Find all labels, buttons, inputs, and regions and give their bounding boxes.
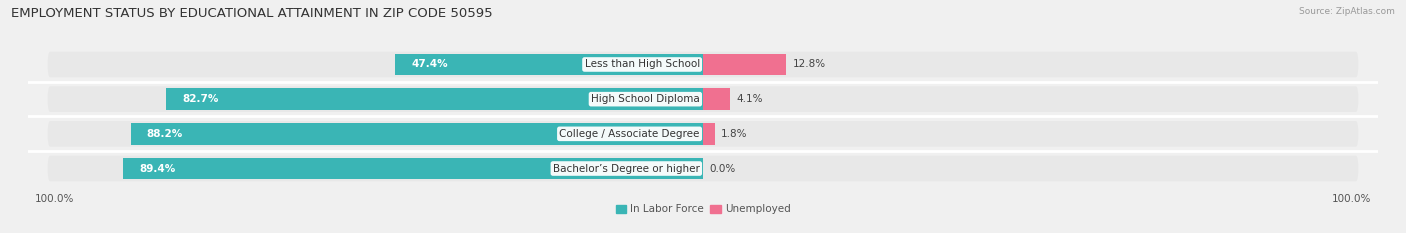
Bar [131,123,703,145]
Text: 4.1%: 4.1% [737,94,762,104]
Text: High School Diploma: High School Diploma [591,94,700,104]
Text: College / Associate Degree: College / Associate Degree [560,129,700,139]
Text: 12.8%: 12.8% [793,59,825,69]
FancyBboxPatch shape [48,52,1358,77]
Text: EMPLOYMENT STATUS BY EDUCATIONAL ATTAINMENT IN ZIP CODE 50595: EMPLOYMENT STATUS BY EDUCATIONAL ATTAINM… [11,7,494,20]
Text: Less than High School: Less than High School [585,59,700,69]
Bar [703,54,786,75]
Text: 89.4%: 89.4% [139,164,176,174]
Text: Bachelor’s Degree or higher: Bachelor’s Degree or higher [553,164,700,174]
Legend: In Labor Force, Unemployed: In Labor Force, Unemployed [612,200,794,219]
Bar [395,54,703,75]
Text: 82.7%: 82.7% [183,94,219,104]
FancyBboxPatch shape [48,156,1358,181]
Bar [703,88,730,110]
Text: 1.8%: 1.8% [721,129,748,139]
Text: Source: ZipAtlas.com: Source: ZipAtlas.com [1299,7,1395,16]
Text: 88.2%: 88.2% [146,129,183,139]
Bar [122,158,703,179]
Text: 0.0%: 0.0% [710,164,735,174]
FancyBboxPatch shape [48,86,1358,112]
Bar [703,123,714,145]
Text: 47.4%: 47.4% [412,59,449,69]
Bar [166,88,703,110]
FancyBboxPatch shape [48,121,1358,147]
